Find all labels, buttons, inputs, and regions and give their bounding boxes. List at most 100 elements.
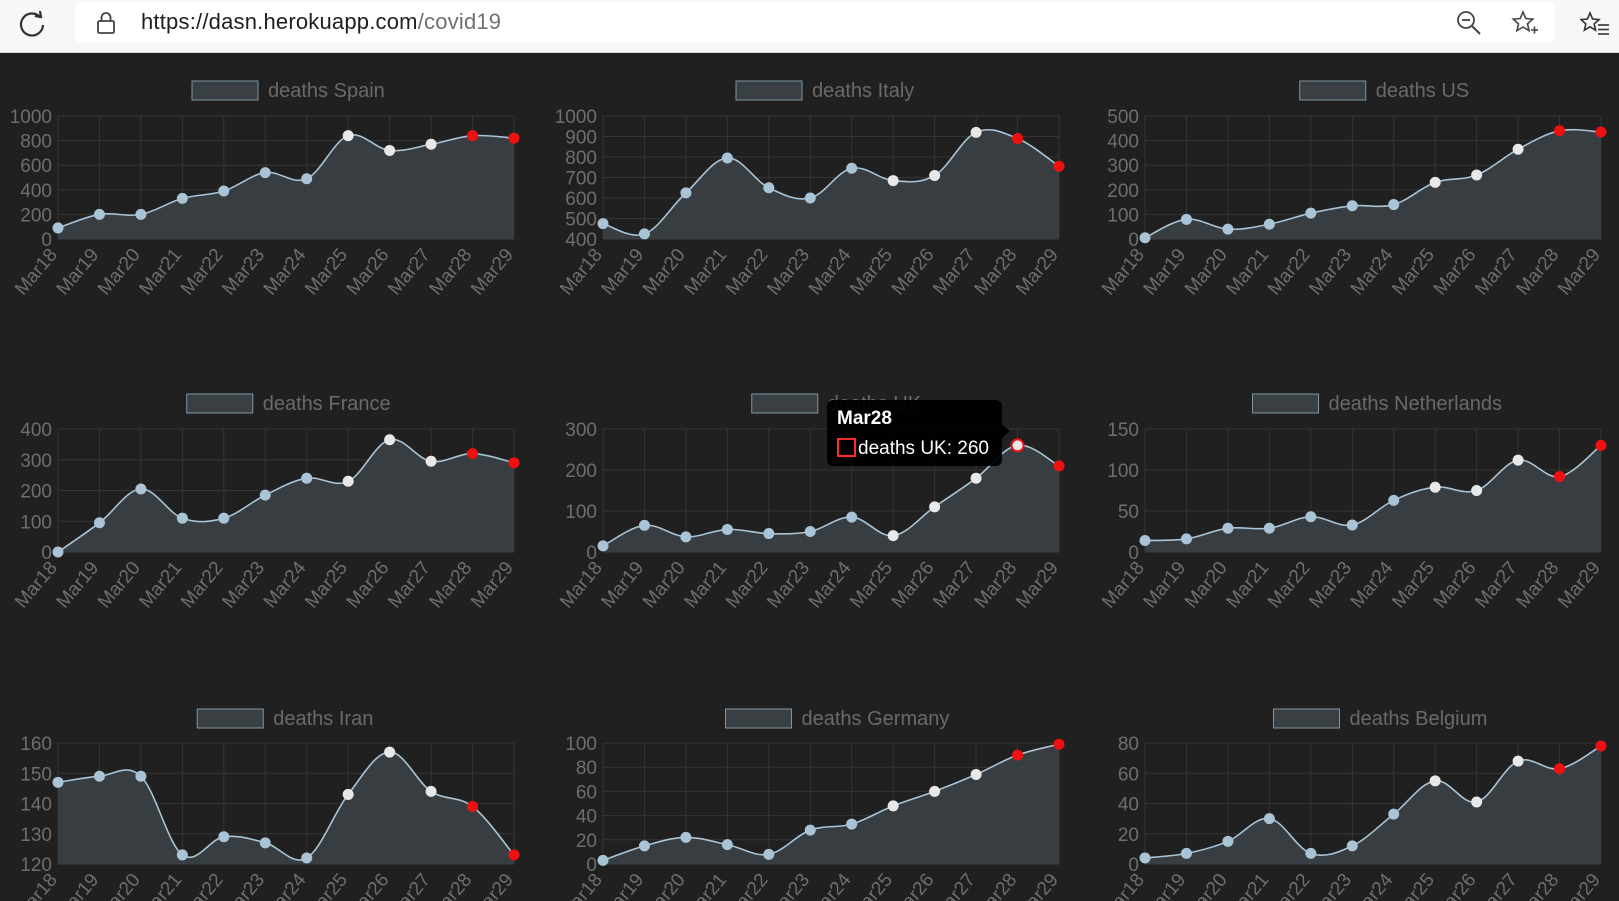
data-point[interactable] xyxy=(680,187,692,199)
data-point[interactable] xyxy=(638,228,650,240)
data-point[interactable] xyxy=(425,455,437,467)
legend-swatch[interactable] xyxy=(186,393,254,414)
data-point[interactable] xyxy=(135,208,147,220)
data-point[interactable] xyxy=(467,130,479,142)
data-point[interactable] xyxy=(846,162,858,174)
data-point[interactable] xyxy=(1429,176,1441,188)
data-point[interactable] xyxy=(1263,813,1275,825)
data-point[interactable] xyxy=(425,138,437,150)
legend-swatch[interactable] xyxy=(1299,80,1367,101)
data-point[interactable] xyxy=(1263,218,1275,230)
data-point[interactable] xyxy=(1180,533,1192,545)
data-point[interactable] xyxy=(638,840,650,852)
data-point[interactable] xyxy=(1180,213,1192,225)
legend-swatch[interactable] xyxy=(1273,708,1340,729)
data-point[interactable] xyxy=(508,457,520,469)
legend-swatch[interactable] xyxy=(735,80,803,101)
legend-label[interactable]: deaths Iran xyxy=(273,708,373,730)
data-point[interactable] xyxy=(301,852,313,864)
data-point[interactable] xyxy=(1180,847,1192,859)
data-point[interactable] xyxy=(1346,200,1358,212)
data-point[interactable] xyxy=(218,512,230,524)
data-point[interactable] xyxy=(804,824,816,836)
legend-label[interactable]: deaths Belgium xyxy=(1350,708,1488,730)
data-point[interactable] xyxy=(1595,126,1607,138)
data-point[interactable] xyxy=(804,526,816,537)
data-point[interactable] xyxy=(135,483,147,495)
data-point[interactable] xyxy=(1012,749,1024,761)
data-point[interactable] xyxy=(1222,522,1234,534)
data-point[interactable] xyxy=(93,517,105,529)
legend-label[interactable]: deaths Germany xyxy=(802,708,950,730)
data-point[interactable] xyxy=(638,519,650,531)
data-point[interactable] xyxy=(1388,494,1400,506)
data-point[interactable] xyxy=(721,839,733,851)
data-point[interactable] xyxy=(1554,763,1566,775)
data-point[interactable] xyxy=(135,770,147,782)
legend-label[interactable]: deaths Spain xyxy=(268,80,385,102)
data-point[interactable] xyxy=(1471,796,1483,808)
legend-swatch[interactable] xyxy=(725,708,792,729)
data-point[interactable] xyxy=(597,540,609,552)
data-point[interactable] xyxy=(597,854,609,866)
data-point[interactable] xyxy=(176,192,188,204)
data-point[interactable] xyxy=(1554,125,1566,137)
data-point[interactable] xyxy=(301,173,313,185)
data-point[interactable] xyxy=(1595,439,1607,451)
legend-label[interactable]: deaths Netherlands xyxy=(1329,393,1502,415)
data-point[interactable] xyxy=(1429,775,1441,787)
address-bar[interactable]: https://dasn.herokuapp.com/covid19 xyxy=(75,2,1555,42)
data-point[interactable] xyxy=(467,448,479,460)
add-favorite-icon[interactable] xyxy=(1511,9,1539,37)
data-point[interactable] xyxy=(763,182,775,194)
data-point[interactable] xyxy=(1012,133,1024,145)
data-point[interactable] xyxy=(176,512,188,524)
data-point[interactable] xyxy=(218,831,230,843)
reload-icon[interactable] xyxy=(16,8,50,42)
data-point[interactable] xyxy=(93,208,105,220)
data-point[interactable] xyxy=(1471,169,1483,181)
data-point[interactable] xyxy=(384,144,396,156)
data-point[interactable] xyxy=(425,785,437,797)
data-point[interactable] xyxy=(1222,835,1234,847)
data-point[interactable] xyxy=(1222,223,1234,235)
data-point[interactable] xyxy=(1471,485,1483,496)
legend-label[interactable]: deaths Italy xyxy=(812,80,914,102)
data-point[interactable] xyxy=(721,152,733,164)
data-point[interactable] xyxy=(93,770,105,782)
data-point[interactable] xyxy=(1305,207,1317,219)
data-point[interactable] xyxy=(384,746,396,758)
data-point[interactable] xyxy=(1512,143,1524,155)
data-point[interactable] xyxy=(176,849,188,861)
data-point[interactable] xyxy=(52,776,64,788)
data-point[interactable] xyxy=(1554,471,1566,483)
data-point[interactable] xyxy=(929,501,941,513)
legend-label[interactable]: deaths US xyxy=(1376,80,1469,102)
data-point[interactable] xyxy=(804,192,816,204)
data-point[interactable] xyxy=(721,523,733,535)
data-point[interactable] xyxy=(1053,738,1065,750)
data-point[interactable] xyxy=(1305,511,1317,523)
data-point[interactable] xyxy=(1346,840,1358,852)
data-point[interactable] xyxy=(1512,755,1524,767)
data-point[interactable] xyxy=(970,126,982,138)
data-point[interactable] xyxy=(508,132,520,144)
data-point[interactable] xyxy=(508,849,520,861)
data-point[interactable] xyxy=(887,175,899,187)
data-point[interactable] xyxy=(1010,438,1025,453)
data-point[interactable] xyxy=(467,801,479,813)
data-point[interactable] xyxy=(1139,852,1151,864)
data-point[interactable] xyxy=(680,531,692,543)
data-point[interactable] xyxy=(301,472,313,484)
data-point[interactable] xyxy=(259,837,271,849)
data-point[interactable] xyxy=(1053,460,1065,472)
data-point[interactable] xyxy=(887,530,899,542)
data-point[interactable] xyxy=(970,472,982,484)
data-point[interactable] xyxy=(342,788,354,800)
data-point[interactable] xyxy=(680,831,692,843)
data-point[interactable] xyxy=(342,475,354,487)
data-point[interactable] xyxy=(887,800,899,812)
data-point[interactable] xyxy=(929,785,941,797)
data-point[interactable] xyxy=(1388,808,1400,820)
data-point[interactable] xyxy=(1595,740,1607,752)
